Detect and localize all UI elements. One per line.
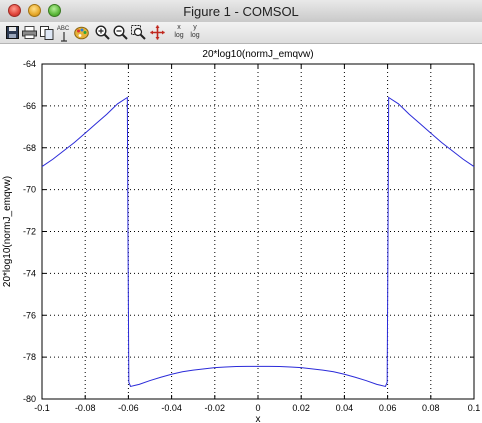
y-tick-label: -80 bbox=[23, 394, 36, 404]
y-tick-label: -72 bbox=[23, 227, 36, 237]
x-log-top-label: x bbox=[177, 24, 181, 31]
y-log-bottom-label: log bbox=[190, 32, 200, 39]
text-abc-icon[interactable]: ABC bbox=[55, 24, 72, 42]
y-axis-label: 20*log10(normJ_emqvw) bbox=[2, 176, 13, 287]
print-icon[interactable] bbox=[21, 24, 38, 41]
x-tick-label: -0.1 bbox=[34, 403, 50, 413]
y-tick-label: -68 bbox=[23, 143, 36, 153]
x-tick-label: -0.04 bbox=[161, 403, 182, 413]
line-chart[interactable]: -0.1 -0.08 -0.06 -0.04 -0.02 0 0.02 0.04 0.06 0.0… bbox=[0, 44, 482, 423]
x-tick-label: -0.06 bbox=[118, 403, 139, 413]
y-tick-label: -64 bbox=[23, 59, 36, 69]
y-log-icon[interactable]: y log bbox=[187, 24, 204, 41]
color-palette-icon[interactable] bbox=[73, 24, 90, 41]
y-tick-label: -74 bbox=[23, 268, 36, 278]
save-icon[interactable] bbox=[4, 24, 21, 41]
title-bar: Figure 1 - COMSOL bbox=[0, 0, 482, 23]
x-tick-label: 0.1 bbox=[468, 403, 481, 413]
x-tick-label: 0 bbox=[255, 403, 260, 413]
minimize-window-button[interactable] bbox=[28, 4, 41, 17]
x-log-icon[interactable]: x log bbox=[171, 24, 188, 41]
chart-title: 20*log10(normJ_emqvw) bbox=[202, 49, 313, 60]
y-tick-label: -70 bbox=[23, 185, 36, 195]
y-tick-label: -76 bbox=[23, 310, 36, 320]
zoom-box-icon[interactable] bbox=[130, 24, 147, 41]
x-tick-label: -0.02 bbox=[205, 403, 226, 413]
copy-icon[interactable] bbox=[38, 24, 55, 41]
grid-layer bbox=[42, 64, 474, 399]
x-tick-label: 0.04 bbox=[336, 403, 354, 413]
x-tick-label: 0.02 bbox=[292, 403, 310, 413]
tick-layer: -0.1 -0.08 -0.06 -0.04 -0.02 0 0.02 0.04 0.06 0.0… bbox=[23, 59, 480, 413]
zoom-out-icon[interactable] bbox=[112, 24, 129, 41]
zoom-window-button[interactable] bbox=[48, 4, 61, 17]
series-line bbox=[41, 96, 475, 388]
window-title: Figure 1 - COMSOL bbox=[183, 4, 299, 19]
x-tick-label: 0.08 bbox=[422, 403, 440, 413]
x-tick-label: 0.06 bbox=[379, 403, 397, 413]
zoom-in-icon[interactable] bbox=[94, 24, 111, 41]
y-tick-label: -78 bbox=[23, 352, 36, 362]
x-log-bottom-label: log bbox=[174, 32, 184, 39]
x-tick-label: -0.08 bbox=[75, 403, 96, 413]
y-tick-label: -66 bbox=[23, 101, 36, 111]
close-window-button[interactable] bbox=[8, 4, 21, 17]
abc-label: ABC bbox=[56, 26, 70, 32]
pan-icon[interactable] bbox=[149, 24, 166, 41]
x-axis-label: x bbox=[256, 414, 261, 423]
toolbar: ABC x log y log bbox=[0, 22, 482, 44]
y-log-top-label: y bbox=[193, 24, 197, 31]
